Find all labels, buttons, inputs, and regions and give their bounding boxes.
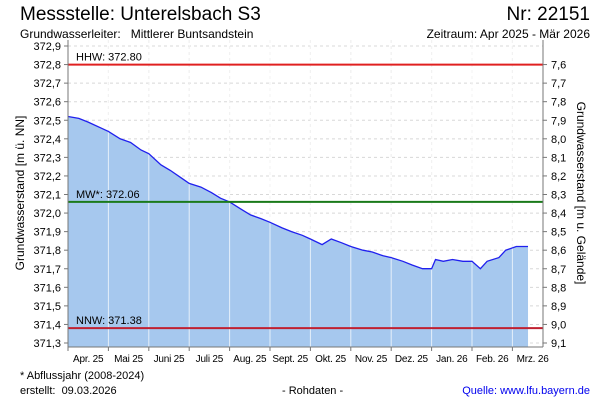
y-tick-label: 371,3	[33, 338, 61, 350]
source-link[interactable]: Quelle: www.lfu.bayern.de	[462, 385, 590, 397]
y2-tick-label: 8,7	[551, 264, 566, 276]
y-tick-label: 371,4	[33, 319, 61, 331]
x-tick-label: Feb. 26	[476, 354, 509, 365]
y2-tick-label: 8,6	[551, 245, 566, 257]
x-tick-label: Juni 25	[154, 354, 185, 365]
x-tick-label: Jan. 26	[436, 354, 468, 365]
y-tick-label: 371,5	[33, 301, 61, 313]
y-tick-label: 372,8	[33, 60, 61, 72]
y-tick-label: 371,9	[33, 227, 61, 239]
y2-tick-label: 8,1	[551, 152, 566, 164]
y2-tick-label: 8,5	[551, 227, 566, 239]
y2-tick-label: 8,3	[551, 190, 566, 202]
y-tick-label: 371,8	[33, 245, 61, 257]
aquifer-label: Grundwasserleiter: Mittlerer Buntsandste…	[20, 27, 254, 41]
x-tick-label: Apr. 25	[73, 354, 104, 365]
y-tick-label: 372,6	[33, 97, 61, 109]
raw-data-label: - Rohdaten -	[282, 385, 344, 397]
x-tick-label: Nov. 25	[355, 354, 388, 365]
y-tick-label: 372,9	[33, 41, 61, 53]
page-title: Messstelle: Unterelsbach S3	[20, 4, 261, 25]
y-tick-label: 372,2	[33, 171, 61, 183]
y2-axis-title: Grundwasserstand [m u. Gelände]	[574, 102, 588, 285]
y-tick-label: 372,7	[33, 78, 61, 90]
y-tick-label: 372,0	[33, 208, 61, 220]
reference-label: MW*: 372.06	[76, 189, 140, 201]
y2-tick-label: 9,0	[551, 319, 566, 331]
y-tick-label: 372,4	[33, 134, 61, 146]
footnote: * Abflussjahr (2008-2024)	[20, 370, 145, 382]
y2-tick-label: 8,0	[551, 134, 566, 146]
reference-label: HHW: 372.80	[76, 52, 142, 64]
y2-tick-label: 9,1	[551, 338, 566, 350]
y-tick-label: 372,1	[33, 190, 61, 202]
area-fill	[68, 116, 529, 347]
y-tick-label: 372,3	[33, 152, 61, 164]
created-date: erstellt: 09.03.2026	[20, 385, 117, 397]
y2-tick-label: 8,9	[551, 301, 566, 313]
y-tick-label: 371,6	[33, 282, 61, 294]
station-number: Nr: 22151	[506, 4, 590, 25]
y-axis-title: Grundwasserstand [m ü. NN]	[13, 116, 27, 271]
x-tick-label: Mai 25	[114, 354, 143, 365]
x-tick-label: Okt. 25	[315, 354, 346, 365]
y2-tick-label: 7,6	[551, 60, 566, 72]
water-level-line	[67, 115, 528, 270]
x-tick-label: Juli 25	[196, 354, 224, 365]
y2-tick-label: 7,9	[551, 115, 566, 127]
y2-tick-label: 8,8	[551, 282, 566, 294]
y2-tick-label: 7,8	[551, 97, 566, 109]
y2-tick-label: 8,2	[551, 171, 566, 183]
x-tick-label: Mrz. 26	[517, 354, 550, 365]
reference-label: NNW: 371.38	[76, 315, 142, 327]
x-tick-label: Aug. 25	[233, 354, 267, 365]
y2-tick-label: 8,4	[551, 208, 566, 220]
x-tick-label: Dez. 25	[395, 354, 429, 365]
y2-tick-label: 7,7	[551, 78, 566, 90]
x-tick-label: Sept. 25	[272, 354, 308, 365]
y-tick-label: 372,5	[33, 115, 61, 127]
y-tick-label: 371,7	[33, 264, 61, 276]
period-label: Zeitraum: Apr 2025 - Mär 2026	[426, 27, 590, 41]
